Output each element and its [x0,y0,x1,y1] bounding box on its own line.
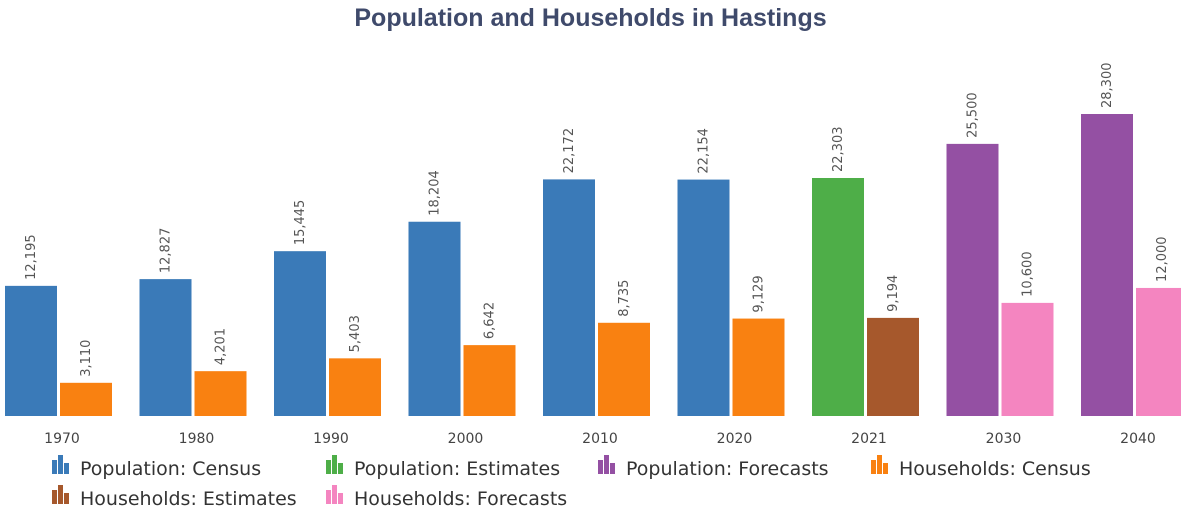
legend-item-population-estimates: Population: Estimates [326,455,560,480]
legend-icon-bar [883,463,888,474]
x-tick-2040: 2040 [1120,431,1156,447]
data-label-population-forecasts-2030: 25,500 [966,92,981,138]
legend-item-households-census: Households: Census [871,455,1091,480]
bar-population-census-1980 [139,279,192,416]
x-tick-1990: 1990 [313,431,349,447]
data-label-population-forecasts-2040: 28,300 [1100,63,1115,109]
bar-households-census-2020 [732,318,785,416]
legend-icon-bar [52,460,57,474]
data-label-population-census-2000: 18,204 [428,170,443,216]
bar-chart-icon [52,485,69,504]
bar-households-census-1990 [329,358,381,416]
bar-population-census-2010 [543,179,595,416]
legend-icon-bar [332,485,337,504]
legend-label-households-census: Households: Census [899,458,1091,480]
data-label-households-census-2010: 8,735 [617,280,632,317]
bar-population-census-2020 [677,179,730,416]
legend-icon-bar [64,463,69,474]
bar-households-forecasts-2030 [1001,302,1054,416]
data-label-households-census-2020: 9,129 [752,275,767,312]
legend-icon-bar [877,455,882,474]
data-label-households-census-1980: 4,201 [214,328,229,365]
bar-chart-icon [52,455,69,474]
bar-population-census-2000 [408,221,461,416]
data-label-households-census-1990: 5,403 [348,315,363,352]
x-tick-2030: 2030 [986,431,1022,447]
bar-chart-icon [598,455,615,474]
legend-item-population-census: Population: Census [52,455,261,480]
bar-population-estimates-2021 [812,177,864,416]
legend-icon-bar [326,460,331,474]
data-label-households-census-1970: 3,110 [79,340,94,377]
bar-chart-icon [326,455,343,474]
data-label-households-estimates-2021: 9,194 [886,275,901,312]
legend-icon-bar [604,455,609,474]
legend-icon-bar [64,493,69,504]
x-tick-2020: 2020 [717,431,753,447]
data-label-households-census-2000: 6,642 [483,302,498,339]
data-label-households-forecasts-2030: 10,600 [1021,251,1036,297]
bar-households-census-1970 [60,382,112,416]
data-label-population-census-2010: 22,172 [562,128,577,174]
legend-item-households-estimates: Households: Estimates [52,485,297,510]
legend-label-population-estimates: Population: Estimates [354,458,560,480]
bar-households-census-1980 [194,371,247,416]
legend-item-population-forecasts: Population: Forecasts [598,455,829,480]
legend-label-households-estimates: Households: Estimates [80,488,297,510]
legend-label-population-forecasts: Population: Forecasts [626,458,829,480]
legend-icon-bar [332,455,337,474]
legend-icon-bar [338,463,343,474]
bar-population-census-1970 [5,285,57,416]
x-tick-2000: 2000 [448,431,484,447]
legend-icon-bar [58,485,63,504]
legend-label-households-forecasts: Households: Forecasts [354,488,567,510]
legend-icon-bar [326,490,331,504]
bar-households-census-2000 [463,345,516,416]
bar-chart-icon [326,485,343,504]
data-label-population-census-1980: 12,827 [159,228,174,274]
bar-population-census-1990 [274,251,326,416]
bar-population-forecasts-2040 [1081,114,1133,416]
legend-item-households-forecasts: Households: Forecasts [326,485,567,510]
x-tick-1980: 1980 [179,431,215,447]
x-tick-1970: 1970 [44,431,80,447]
data-label-population-estimates-2021: 22,303 [831,126,846,172]
x-tick-2010: 2010 [582,431,618,447]
legend-label-population-census: Population: Census [80,458,261,480]
bar-households-forecasts-2040 [1136,287,1181,416]
legend-icon-bar [610,463,615,474]
legend-icon-bar [598,460,603,474]
bar-population-forecasts-2030 [946,143,999,416]
data-label-population-census-1990: 15,445 [293,200,308,246]
chart-title: Population and Households in Hastings [354,4,827,32]
data-label-households-forecasts-2040: 12,000 [1155,236,1170,282]
data-label-population-census-2020: 22,154 [697,128,712,174]
bar-households-estimates-2021 [867,317,919,416]
legend-icon-bar [871,460,876,474]
legend-icon-bar [58,455,63,474]
legend-icon-bar [338,493,343,504]
x-tick-2021: 2021 [851,431,887,447]
bar-households-census-2010 [598,322,650,416]
data-label-population-census-1970: 12,195 [24,234,39,280]
legend-icon-bar [52,490,57,504]
bar-chart-icon [871,455,888,474]
